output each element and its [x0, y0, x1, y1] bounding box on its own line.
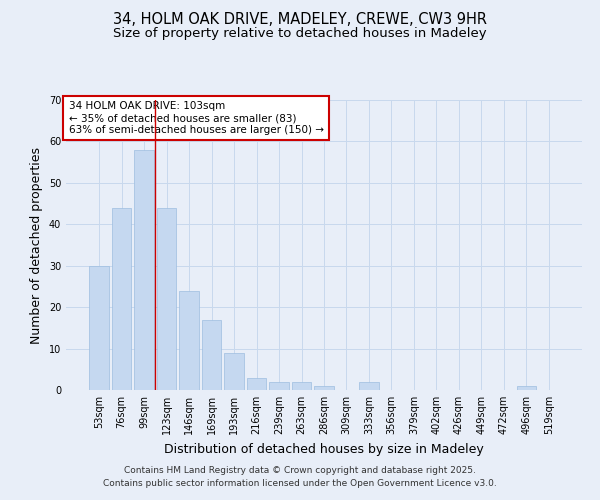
Y-axis label: Number of detached properties: Number of detached properties	[30, 146, 43, 344]
Bar	[202, 320, 221, 390]
Bar	[359, 382, 379, 390]
Bar	[179, 290, 199, 390]
Bar	[292, 382, 311, 390]
Bar	[314, 386, 334, 390]
Bar	[247, 378, 266, 390]
Text: Size of property relative to detached houses in Madeley: Size of property relative to detached ho…	[113, 28, 487, 40]
X-axis label: Distribution of detached houses by size in Madeley: Distribution of detached houses by size …	[164, 442, 484, 456]
Bar	[224, 352, 244, 390]
Bar	[112, 208, 131, 390]
Text: 34, HOLM OAK DRIVE, MADELEY, CREWE, CW3 9HR: 34, HOLM OAK DRIVE, MADELEY, CREWE, CW3 …	[113, 12, 487, 28]
Bar	[157, 208, 176, 390]
Text: 34 HOLM OAK DRIVE: 103sqm
← 35% of detached houses are smaller (83)
63% of semi-: 34 HOLM OAK DRIVE: 103sqm ← 35% of detac…	[68, 102, 323, 134]
Bar	[134, 150, 154, 390]
Bar	[517, 386, 536, 390]
Bar	[269, 382, 289, 390]
Bar	[89, 266, 109, 390]
Text: Contains HM Land Registry data © Crown copyright and database right 2025.
Contai: Contains HM Land Registry data © Crown c…	[103, 466, 497, 487]
